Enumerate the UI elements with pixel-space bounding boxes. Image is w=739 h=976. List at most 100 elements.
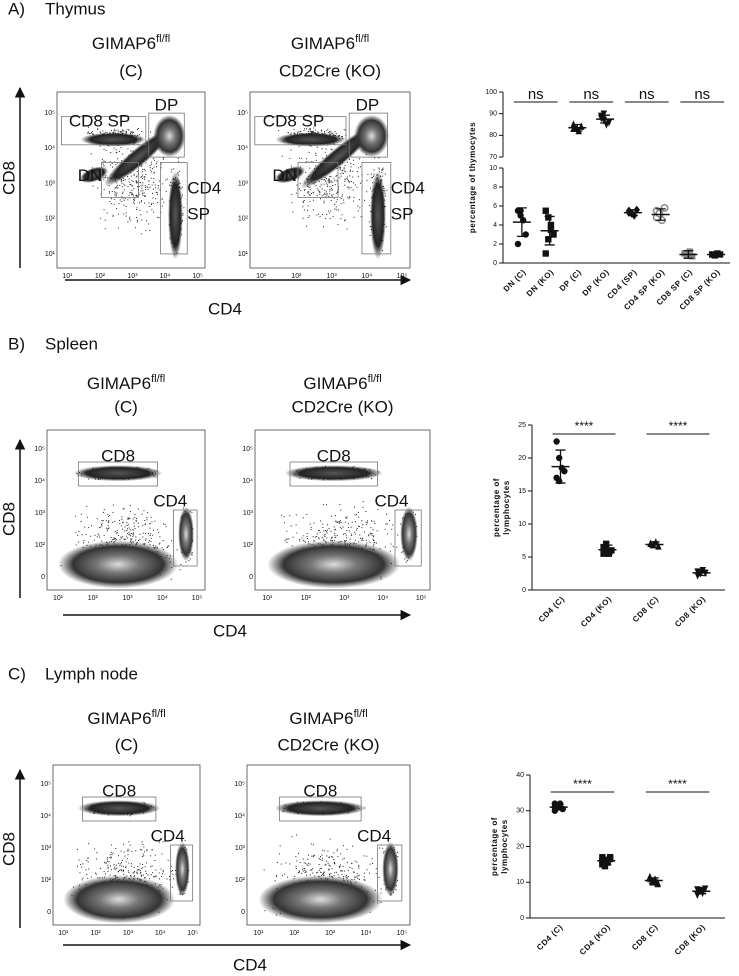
event-dot <box>109 527 110 528</box>
event-dot <box>140 177 141 178</box>
density-blob <box>354 115 389 157</box>
event-dot <box>333 216 334 217</box>
event-dot <box>296 193 297 194</box>
event-dot <box>320 868 321 869</box>
event-dot <box>387 523 388 524</box>
flow-y-tick-label: 10³ <box>45 180 56 187</box>
event-dot <box>87 858 88 859</box>
event-dot <box>360 183 361 184</box>
event-dot <box>165 524 166 525</box>
event-dot <box>338 210 339 211</box>
event-dot <box>132 185 133 186</box>
event-dot <box>350 171 351 172</box>
event-dot <box>88 843 89 844</box>
event-dot <box>116 194 117 195</box>
event-dot <box>152 535 153 536</box>
plot-title: GIMAP6fl/fl <box>87 708 165 729</box>
event-dot <box>150 167 151 168</box>
event-dot <box>145 230 146 231</box>
event-dot <box>143 855 144 856</box>
event-dot <box>162 183 163 184</box>
event-dot <box>115 193 116 194</box>
event-dot <box>300 862 301 863</box>
event-dot <box>347 187 348 188</box>
event-dot <box>123 205 124 206</box>
event-dot <box>329 865 330 866</box>
event-dot <box>100 527 101 528</box>
event-dot <box>123 874 124 875</box>
gate-label: CD4 <box>374 491 408 510</box>
event-dot <box>123 844 124 845</box>
event-dot <box>133 872 134 873</box>
gate-label: CD8 SP <box>69 111 130 130</box>
event-dot <box>134 517 135 518</box>
event-dot <box>300 190 301 191</box>
event-dot <box>334 529 335 530</box>
event-dot <box>280 845 281 846</box>
event-dot <box>364 532 365 533</box>
density-blob <box>285 465 383 481</box>
event-dot <box>150 866 151 867</box>
title-text: GIMAP6 <box>291 34 355 53</box>
event-dot <box>360 166 361 167</box>
event-dot <box>141 876 142 877</box>
event-dot <box>299 146 300 147</box>
event-dot <box>312 868 313 869</box>
event-dot <box>276 875 277 876</box>
event-dot <box>130 535 131 536</box>
event-dot <box>115 869 116 870</box>
event-dot <box>307 205 308 206</box>
event-dot <box>121 525 122 526</box>
event-dot <box>316 214 317 215</box>
event-dot <box>111 203 112 204</box>
event-dot <box>155 855 156 856</box>
event-dot <box>300 131 301 132</box>
event-dot <box>340 520 341 521</box>
event-dot <box>340 527 341 528</box>
event-dot <box>78 542 79 543</box>
event-dot <box>127 221 128 222</box>
event-dot <box>138 522 139 523</box>
event-dot <box>353 872 354 873</box>
event-dot <box>345 517 346 518</box>
event-dot <box>322 858 323 859</box>
event-dot <box>343 876 344 877</box>
event-dot <box>285 863 286 864</box>
event-dot <box>287 538 288 539</box>
event-dot <box>376 543 377 544</box>
event-dot <box>144 179 145 180</box>
event-dot <box>137 869 138 870</box>
event-dot <box>358 512 359 513</box>
event-dot <box>81 521 82 522</box>
event-dot <box>348 187 349 188</box>
event-dot <box>323 873 324 874</box>
event-dot <box>415 514 416 515</box>
event-dot <box>340 870 341 871</box>
event-dot <box>320 186 321 187</box>
event-dot <box>292 211 293 212</box>
event-dot <box>143 846 144 847</box>
event-dot <box>178 172 179 173</box>
event-dot <box>359 879 360 880</box>
event-dot <box>303 201 304 202</box>
event-dot <box>359 207 360 208</box>
event-dot <box>328 869 329 870</box>
event-dot <box>319 858 320 859</box>
event-dot <box>114 194 115 195</box>
event-dot <box>342 170 343 171</box>
event-dot <box>356 187 357 188</box>
event-dot <box>142 174 143 175</box>
event-dot <box>328 132 329 133</box>
event-dot <box>336 850 337 851</box>
event-dot <box>326 537 327 538</box>
event-dot <box>348 180 349 181</box>
event-dot <box>320 859 321 860</box>
event-dot <box>327 530 328 531</box>
flow-y-tick-label: 10³ <box>243 510 254 517</box>
flow-y-tick-label: 10⁵ <box>237 110 248 117</box>
event-dot <box>331 856 332 857</box>
event-dot <box>127 528 128 529</box>
event-dot <box>114 864 115 865</box>
event-dot <box>118 131 119 132</box>
event-dot <box>308 865 309 866</box>
